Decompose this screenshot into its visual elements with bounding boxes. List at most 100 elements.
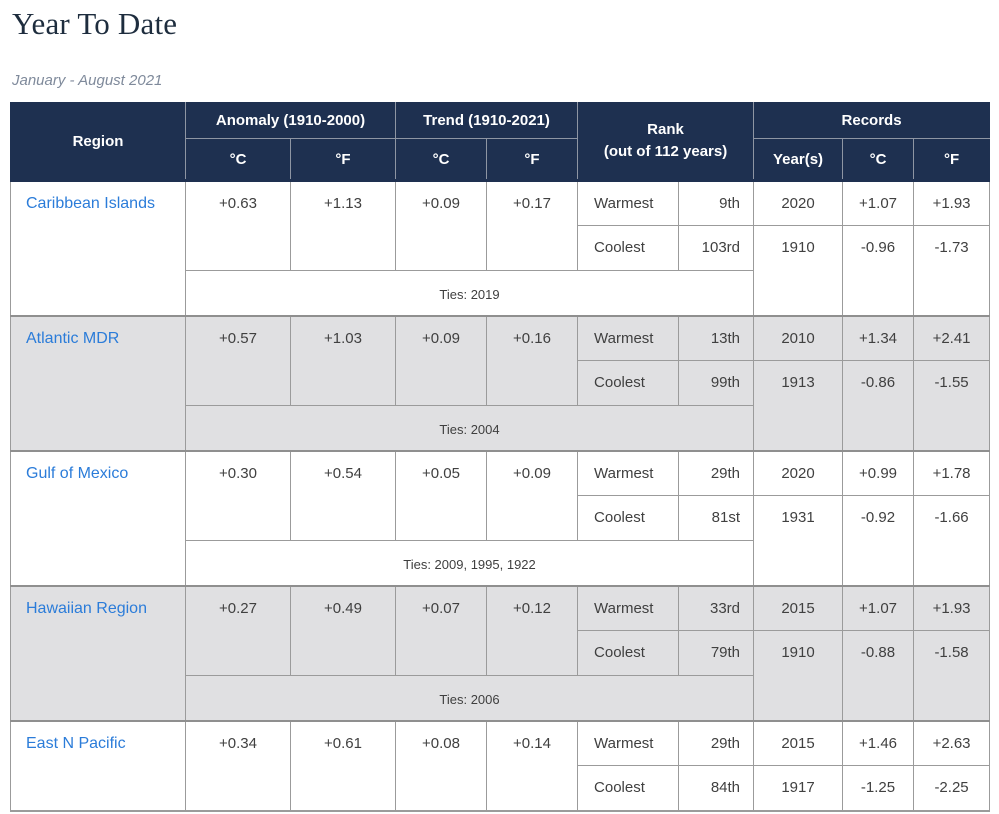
record-year-cell: 2015 (753, 585, 844, 631)
header-rank-line2: (out of 112 years) (603, 143, 728, 160)
rank-type-cell: Coolest (577, 630, 680, 676)
trend-c-cell: +0.09 (395, 315, 487, 406)
ties-cell: Ties: 2004 (184, 405, 755, 451)
record-year-cell: 2010 (753, 315, 844, 361)
trend-f-cell: +0.12 (485, 585, 579, 676)
anomaly-f-cell: +0.49 (290, 585, 396, 676)
anomaly-c-cell: +0.34 (185, 720, 291, 811)
rank-value-cell: 99th (678, 360, 755, 406)
record-c-cell: -0.86 (842, 360, 915, 451)
header-anomaly-c: °C (185, 138, 291, 181)
trend-c-cell: +0.07 (395, 585, 487, 676)
record-c-cell: -0.88 (842, 630, 915, 721)
region-cell: East N Pacific (10, 720, 186, 811)
record-c-cell: +1.07 (842, 180, 915, 226)
ties-cell: Ties: 2009, 1995, 1922 (184, 540, 755, 586)
record-f-cell: +2.41 (913, 315, 991, 361)
header-record-f: °F (913, 138, 991, 181)
rank-value-cell: 33rd (678, 585, 755, 631)
region-cell: Caribbean Islands (10, 180, 186, 316)
record-c-cell: -0.92 (842, 495, 915, 586)
region-block: Atlantic MDR +0.57 +1.03 +0.09 +0.16 Warmest 1… (10, 315, 991, 451)
warmest-row: Hawaiian Region +0.27 +0.49 +0.07 +0.12 Warme… (10, 585, 991, 721)
header-record-c: °C (842, 138, 915, 181)
record-c-cell: +1.07 (842, 585, 915, 631)
ties-row: Ties: 2009, 1995, 1922 (11, 540, 990, 586)
anomaly-f-cell: +0.54 (290, 450, 396, 541)
page-title: Year To Date (12, 6, 178, 41)
region-block: Caribbean Islands +0.63 +1.13 +0.09 +0.17 War… (10, 180, 991, 316)
rank-value-cell: 103rd (678, 225, 755, 271)
region-link[interactable]: Caribbean Islands (26, 195, 155, 212)
coolest-row: Coolest 81st 1931 -0.92 -1.66 (11, 495, 991, 586)
rank-type-cell: Warmest (577, 450, 680, 496)
record-year-cell: 1931 (753, 495, 844, 586)
year-to-date-table: Region Anomaly (1910-2000) Trend (1910-2… (10, 102, 991, 812)
region-cell: Atlantic MDR (10, 315, 186, 451)
warmest-row: Atlantic MDR +0.57 +1.03 +0.09 +0.16 Warmest 1… (10, 315, 991, 451)
rank-value-cell: 84th (678, 765, 755, 811)
ties-cell: Ties: 2006 (184, 675, 755, 721)
trend-c-cell: +0.08 (395, 720, 487, 811)
rank-value-cell: 81st (678, 495, 755, 541)
record-f-cell: +1.93 (913, 585, 991, 631)
trend-f-cell: +0.14 (485, 720, 579, 811)
record-f-cell: +1.93 (913, 180, 991, 226)
record-year-cell: 2020 (753, 180, 844, 226)
anomaly-f-cell: +1.13 (290, 180, 396, 271)
coolest-row: Coolest 103rd 1910 -0.96 -1.73 (11, 225, 991, 316)
record-f-cell: -1.66 (913, 495, 991, 586)
region-link[interactable]: Hawaiian Region (26, 599, 147, 617)
rank-value-cell: 9th (678, 180, 755, 226)
coolest-row: Coolest 79th 1910 -0.88 -1.58 (11, 630, 991, 721)
record-c-cell: -0.96 (842, 225, 915, 316)
header-rank-line1: Rank (647, 121, 684, 139)
ties-row: Ties: 2006 (11, 675, 990, 721)
record-c-cell: +0.99 (842, 450, 915, 496)
trend-f-cell: +0.16 (485, 315, 579, 406)
record-f-cell: -1.58 (913, 630, 991, 721)
region-link[interactable]: Atlantic MDR (26, 329, 120, 347)
rank-type-cell: Warmest (577, 720, 680, 766)
anomaly-c-cell: +0.27 (185, 585, 291, 676)
region-link[interactable]: East N Pacific (26, 734, 126, 752)
record-f-cell: -1.55 (913, 360, 991, 451)
record-year-cell: 2020 (753, 450, 844, 496)
header-trend: Trend (1910-2021) (394, 102, 579, 139)
record-c-cell: +1.34 (842, 315, 915, 361)
record-year-cell: 1917 (753, 765, 844, 811)
rank-value-cell: 79th (678, 630, 755, 676)
record-f-cell: +1.78 (913, 450, 991, 496)
anomaly-c-cell: +0.63 (185, 180, 291, 271)
record-f-cell: -1.73 (913, 225, 991, 316)
record-f-cell: -2.25 (913, 765, 991, 811)
rank-value-cell: 29th (678, 720, 755, 766)
region-link[interactable]: Gulf of Mexico (26, 464, 129, 482)
record-year-cell: 2015 (753, 720, 844, 766)
ties-row: Ties: 2019 (11, 270, 990, 316)
warmest-row: Caribbean Islands +0.63 +1.13 +0.09 +0.17 War… (10, 180, 991, 316)
region-cell: Hawaiian Region (10, 585, 186, 721)
rank-type-cell: Coolest (577, 495, 680, 541)
anomaly-c-cell: +0.30 (185, 450, 291, 541)
coolest-row: Coolest 84th 1917 -1.25 -2.25 (11, 765, 991, 811)
warmest-row: Gulf of Mexico +0.30 +0.54 +0.05 +0.09 Warmes… (10, 450, 991, 586)
record-year-cell: 1910 (753, 225, 844, 316)
warmest-row: East N Pacific +0.34 +0.61 +0.08 +0.14 Warmes… (10, 720, 991, 811)
region-block: East N Pacific +0.34 +0.61 +0.08 +0.14 Warmes… (10, 720, 991, 811)
anomaly-f-cell: +0.61 (290, 720, 396, 811)
record-c-cell: -1.25 (842, 765, 915, 811)
rank-value-cell: 29th (678, 450, 755, 496)
header-trend-c: °C (395, 138, 487, 181)
record-c-cell: +1.46 (842, 720, 915, 766)
record-year-cell: 1910 (753, 630, 844, 721)
rank-type-cell: Coolest (577, 765, 680, 811)
header-anomaly: Anomaly (1910-2000) (185, 102, 396, 139)
region-block: Gulf of Mexico +0.30 +0.54 +0.05 +0.09 Warmes… (10, 450, 991, 586)
header-record-years: Year(s) (753, 138, 844, 181)
rank-type-cell: Warmest (577, 180, 680, 226)
record-year-cell: 1913 (753, 360, 844, 451)
rank-type-cell: Warmest (577, 585, 680, 631)
header-anomaly-f: °F (290, 138, 396, 181)
header-region: Region (10, 102, 186, 181)
